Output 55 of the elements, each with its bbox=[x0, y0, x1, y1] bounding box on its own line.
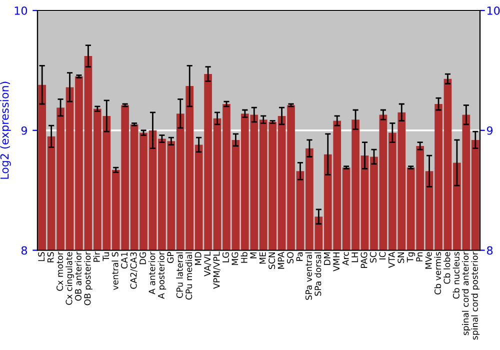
x-tick-label: SN bbox=[398, 252, 404, 263]
x-tick-label: spinal cord anterior bbox=[462, 252, 470, 336]
x-tick-label: Pa bbox=[296, 252, 303, 261]
x-tick-label: Cx motor bbox=[56, 252, 64, 291]
x-tick-label: DG bbox=[140, 252, 146, 264]
x-tick-label: Cx cingulate bbox=[66, 252, 74, 305]
x-tick-label: Pn bbox=[416, 252, 422, 262]
y-tick-label: 8 bbox=[21, 246, 28, 255]
x-tick-label: LG bbox=[222, 252, 229, 262]
x-tick-label: SO bbox=[287, 252, 294, 264]
x-tick-label: spinal cord posterior bbox=[471, 252, 480, 340]
x-tick-label: VMH bbox=[333, 252, 340, 272]
x-tick-label: Pir bbox=[93, 252, 100, 262]
x-tick-label: ME bbox=[259, 252, 266, 264]
x-tick-label: Cb lobe bbox=[444, 252, 450, 284]
x-tick-label: SC bbox=[370, 252, 376, 263]
x-tick-label: Hb bbox=[240, 252, 248, 263]
x-tick-label: VA/VL bbox=[204, 252, 212, 276]
x-tick-label: IC bbox=[379, 252, 386, 260]
x-tick-label: Tu bbox=[102, 252, 110, 262]
x-tick-label: PAG bbox=[360, 252, 368, 268]
y2-tick-label: 8 bbox=[487, 246, 493, 255]
x-tick-label: MG bbox=[232, 252, 238, 265]
x-tick-label: CPu lateral bbox=[176, 252, 183, 298]
x-tick-label: SCN bbox=[268, 252, 276, 269]
x-tick-label: Cb vermis bbox=[434, 252, 442, 294]
x-tick-label: OB posterior bbox=[84, 252, 92, 306]
x-tick-label: GP bbox=[167, 252, 174, 264]
x-tick-label: RS bbox=[47, 252, 54, 262]
x-tick-label: MD bbox=[194, 252, 202, 265]
x-tick-label: SPa dorsal bbox=[314, 252, 322, 296]
x-tick-label: VTA bbox=[388, 252, 395, 268]
x-tick-label: ventral S bbox=[112, 252, 118, 290]
x-tick-label: MVe bbox=[425, 252, 432, 269]
y2-tick-label: 10 bbox=[487, 6, 500, 15]
x-tick-label: Tg bbox=[406, 252, 416, 262]
x-tick-label: LS bbox=[38, 252, 45, 262]
y-axis-title: Log2 (expression) bbox=[0, 82, 11, 179]
y-tick-label: 9 bbox=[21, 126, 27, 135]
x-tick-label: CPu medial bbox=[185, 252, 192, 300]
x-tick-label: Arc bbox=[342, 252, 349, 266]
x-tick-label: A posterior bbox=[158, 252, 166, 299]
x-tick-label: A anterior bbox=[148, 252, 156, 294]
x-tick-label: MPA bbox=[278, 252, 284, 269]
y-tick-label: 10 bbox=[14, 6, 28, 15]
x-tick-label: DM bbox=[324, 252, 330, 265]
x-tick-label: VPM/VPL bbox=[213, 252, 220, 289]
x-tick-label: Cb nucleus bbox=[452, 252, 460, 299]
x-tick-label: CA1 bbox=[121, 252, 128, 269]
y2-tick-label: 9 bbox=[486, 126, 493, 135]
x-tick-label: M bbox=[250, 252, 257, 258]
x-tick-label: LH bbox=[352, 252, 358, 262]
x-tick-label: OB anterior bbox=[74, 252, 82, 301]
x-tick-label: SPa ventral bbox=[305, 252, 312, 300]
x-tick-label: CA2/CA3 bbox=[130, 252, 138, 289]
